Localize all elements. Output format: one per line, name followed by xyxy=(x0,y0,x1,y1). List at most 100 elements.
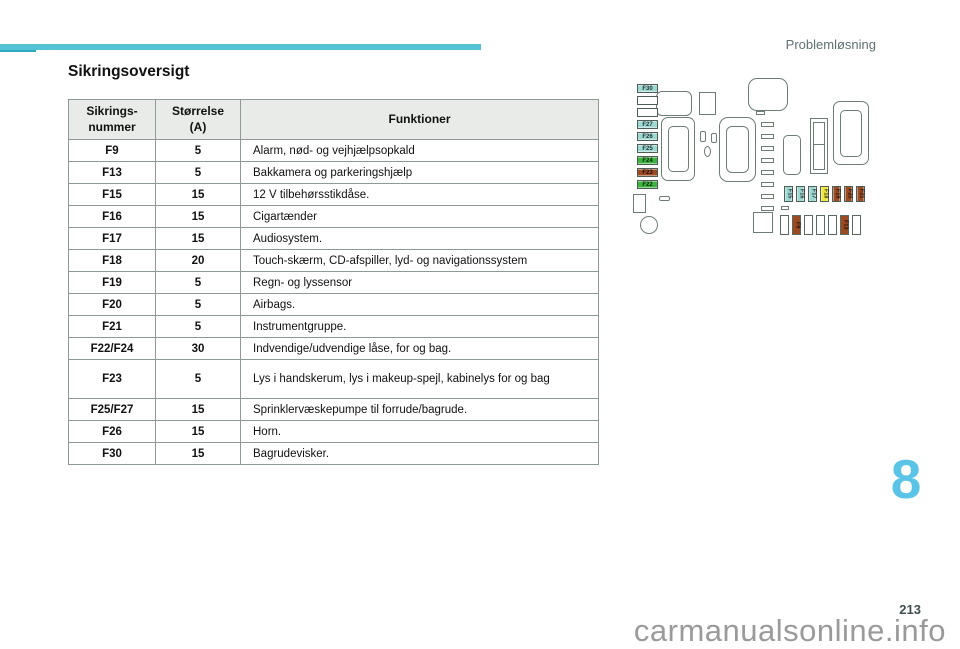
fuse-f25: F25 xyxy=(637,144,658,153)
function-cell: Lys i handskerum, lys i makeup-spejl, ka… xyxy=(240,359,599,399)
fuse-number-cell: F9 xyxy=(68,139,156,162)
connector-tab xyxy=(659,196,670,201)
function-cell: Touch-skærm, CD-afspiller, lyd- og navig… xyxy=(240,249,599,272)
function-cell: Horn. xyxy=(240,420,599,443)
fuse-table-row: F26 15 Horn. xyxy=(68,420,599,443)
fuse-table-row: F19 5 Regn- og lyssensor xyxy=(68,271,599,294)
fuse-table-row: F18 20 Touch-skærm, CD-afspiller, lyd- og … xyxy=(68,249,599,272)
fuse-number-cell: F23 xyxy=(68,359,156,399)
fuse-f15: F15 xyxy=(784,186,793,202)
fuse-table-row: F15 15 12 V tilbehørsstikdåse. xyxy=(68,183,599,206)
amperage-cell: 30 xyxy=(155,337,241,360)
accent-bar xyxy=(0,44,481,50)
fusebox-diagram: F30 F27 F26 F25 F24 F23 F22 F15 F16 F17 F18 F19 F20… xyxy=(628,75,876,240)
function-cell: Regn- og lyssensor xyxy=(240,271,599,294)
fuse-f27: F27 xyxy=(637,120,658,129)
empty-fuse-slot xyxy=(828,215,837,235)
amperage-cell: 5 xyxy=(155,359,241,399)
function-cell: Instrumentgruppe. xyxy=(240,315,599,338)
empty-fuse-slot xyxy=(852,215,861,235)
connector-tab xyxy=(756,111,765,115)
amperage-cell: 5 xyxy=(155,161,241,184)
function-cell: Indvendige/udvendige låse, for og bag. xyxy=(240,337,599,360)
fuse-number-cell: F26 xyxy=(68,420,156,443)
fuse-table-row: F9 5 Alarm, nød- og vejhjælpsopkald xyxy=(68,139,599,162)
fuse-table-row: F22/F24 30 Indvendige/udvendige låse, for … xyxy=(68,337,599,360)
fuse-number-cell: F30 xyxy=(68,442,156,465)
fuse-f9: F9 xyxy=(792,215,801,235)
empty-fuse-slot xyxy=(804,215,813,235)
fuse-f26: F26 xyxy=(637,132,658,141)
amperage-cell: 5 xyxy=(155,139,241,162)
fuse-table-row: F30 15 Bagrudevisker. xyxy=(68,442,599,465)
page-number: 213 xyxy=(899,602,921,617)
amperage-cell: 15 xyxy=(155,420,241,443)
fuse-number-cell: F19 xyxy=(68,271,156,294)
col-header-size: Størrelse (A) xyxy=(155,99,241,140)
fuse-table-row: F23 5 Lys i handskerum, lys i makeup-spejl… xyxy=(68,359,599,399)
empty-fuse-slot xyxy=(761,134,774,139)
function-cell: Sprinklervæskepumpe til forrude/bagrude. xyxy=(240,398,599,421)
relay-outline xyxy=(656,91,692,116)
component-outline xyxy=(633,194,646,213)
amperage-cell: 15 xyxy=(155,183,241,206)
empty-fuse-slot xyxy=(761,194,774,199)
fuse-number-cell: F16 xyxy=(68,205,156,228)
function-cell: 12 V tilbehørsstikdåse. xyxy=(240,183,599,206)
fuse-number-cell: F15 xyxy=(68,183,156,206)
fuse-table: Sikrings- nummer Størrelse (A) Funktione… xyxy=(68,99,599,465)
function-cell: Airbags. xyxy=(240,293,599,316)
fuse-number-cell: F25/F27 xyxy=(68,398,156,421)
empty-fuse-slot xyxy=(761,170,774,175)
amperage-cell: 20 xyxy=(155,249,241,272)
component-outline xyxy=(699,92,716,115)
fuse-f13: F13 xyxy=(840,215,849,235)
module-outline xyxy=(783,135,801,175)
fuse-f20: F20 xyxy=(844,186,853,202)
watermark: carmanualsonline.info xyxy=(633,613,946,648)
relay-outline xyxy=(748,78,788,111)
fuse-number-cell: F22/F24 xyxy=(68,337,156,360)
amperage-cell: 15 xyxy=(155,227,241,250)
function-cell: Alarm, nød- og vejhjælpsopkald xyxy=(240,139,599,162)
left-fuse-column: F30 F27 F26 F25 F24 F23 F22 xyxy=(637,84,658,189)
fuse-table-row: F16 15 Cigartænder xyxy=(68,205,599,228)
fuse-table-row: F13 5 Bakkamera og parkeringshjælp xyxy=(68,161,599,184)
fuse-number-cell: F17 xyxy=(68,227,156,250)
amperage-cell: 5 xyxy=(155,271,241,294)
fuse-f21: F21 xyxy=(856,186,865,202)
empty-fuse-slot xyxy=(637,96,658,105)
fuse-f16: F16 xyxy=(796,186,805,202)
chapter-number: 8 xyxy=(890,448,922,510)
module-inner-outline xyxy=(813,122,825,170)
page-title: Sikringsoversigt xyxy=(68,63,190,80)
fuse-number-cell: F21 xyxy=(68,315,156,338)
fuse-table-row: F21 5 Instrumentgruppe. xyxy=(68,315,599,338)
table-header-row: Sikrings- nummer Størrelse (A) Funktione… xyxy=(68,99,599,140)
running-header: Problemløsning xyxy=(785,37,876,52)
fuse-f24: F24 xyxy=(637,156,658,165)
col-header-fuse-number: Sikrings- nummer xyxy=(68,99,156,140)
empty-fuse-slot xyxy=(761,146,774,151)
fuse-f23: F23 xyxy=(637,168,658,177)
amperage-cell: 5 xyxy=(155,293,241,316)
fuse-f17: F17 xyxy=(808,186,817,202)
module-inner-outline xyxy=(726,126,749,173)
fuse-f30: F30 xyxy=(637,84,658,93)
fuse-number-cell: F13 xyxy=(68,161,156,184)
bottom-fuse-row: F9 F13 xyxy=(780,215,861,235)
fuse-number-cell: F20 xyxy=(68,293,156,316)
empty-fuse-slot xyxy=(761,182,774,187)
empty-fuse-slot xyxy=(761,122,774,127)
round-component-outline xyxy=(640,216,658,234)
amperage-cell: 5 xyxy=(155,315,241,338)
col-header-functions: Funktioner xyxy=(240,99,599,140)
pin-outline xyxy=(704,146,711,157)
empty-fuse-slot xyxy=(637,108,658,117)
amperage-cell: 15 xyxy=(155,398,241,421)
component-outline xyxy=(753,212,773,233)
module-inner-outline xyxy=(840,110,862,157)
pin-outline xyxy=(711,133,717,143)
fuse-f22: F22 xyxy=(637,180,658,189)
amperage-cell: 15 xyxy=(155,205,241,228)
